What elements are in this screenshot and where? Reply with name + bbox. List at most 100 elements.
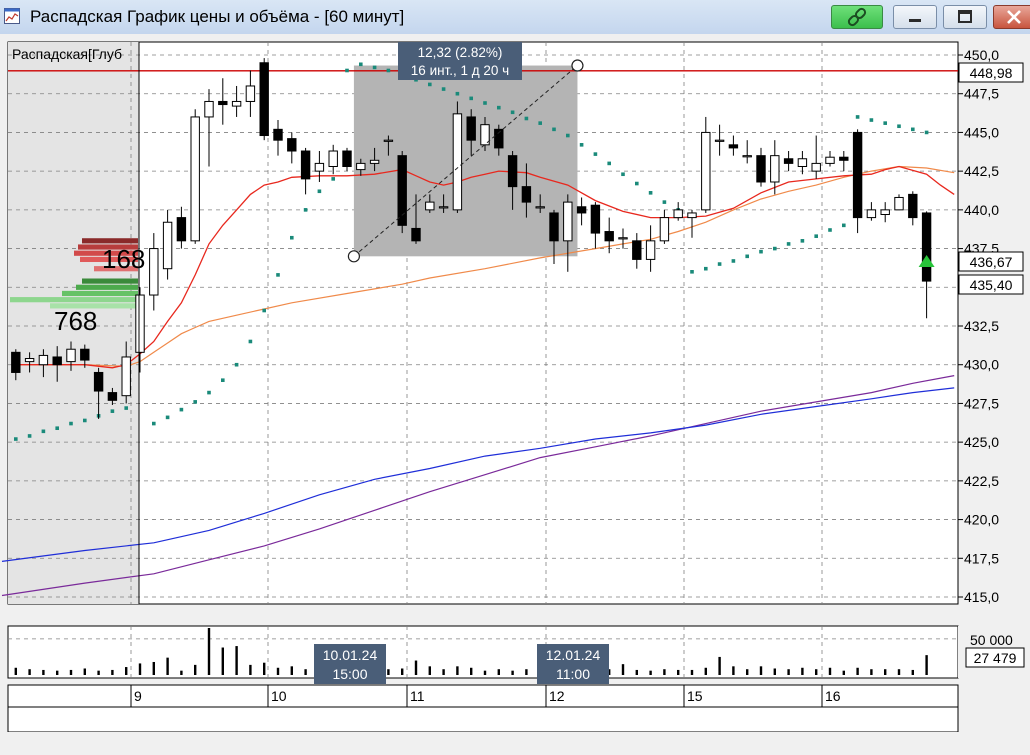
price-tick-label: 420,0 bbox=[964, 512, 999, 528]
close-button[interactable] bbox=[993, 5, 1030, 29]
window-titlebar: Распадская График цены и объёма - [60 ми… bbox=[0, 0, 1030, 34]
order-book-depth bbox=[10, 238, 138, 309]
price-axis[interactable] bbox=[958, 42, 1030, 604]
sar-dot bbox=[924, 130, 929, 135]
volume-bar bbox=[414, 660, 418, 675]
candle-body bbox=[908, 193, 918, 219]
sar-dot bbox=[428, 82, 432, 87]
candle-body bbox=[590, 204, 601, 234]
price-tick-label: 450,0 bbox=[964, 47, 999, 63]
sar-dot bbox=[635, 181, 639, 186]
candle-body bbox=[300, 150, 311, 180]
candle-body bbox=[411, 227, 421, 242]
candle-body bbox=[576, 206, 587, 214]
measurement-rectangle[interactable] bbox=[353, 65, 578, 257]
volume-bar bbox=[511, 670, 514, 675]
sar-dot bbox=[331, 177, 335, 181]
candle-body bbox=[701, 131, 711, 211]
bid-total: 768 bbox=[54, 306, 97, 336]
link-button[interactable] bbox=[831, 5, 883, 29]
volume-bar bbox=[152, 661, 155, 675]
ma-fast-line bbox=[15, 165, 955, 369]
depth-bar bbox=[82, 278, 138, 284]
sar-dot bbox=[372, 65, 377, 70]
ask-total: 168 bbox=[102, 244, 145, 274]
volume-bar bbox=[401, 668, 404, 675]
sar-dot bbox=[359, 62, 363, 67]
candle-body bbox=[494, 128, 504, 149]
candle-body bbox=[176, 217, 187, 242]
sar-dot bbox=[607, 161, 611, 166]
volume-bar bbox=[732, 666, 735, 675]
candle-body bbox=[314, 162, 325, 172]
measurement-end-handle[interactable] bbox=[571, 59, 584, 72]
candle-body bbox=[80, 348, 90, 361]
sar-dot bbox=[165, 415, 170, 420]
candle-body bbox=[507, 155, 518, 188]
sar-dot bbox=[276, 273, 280, 277]
volume-bar bbox=[207, 628, 211, 675]
sar-dot bbox=[814, 234, 818, 238]
price-tick-label: 417,5 bbox=[964, 550, 999, 566]
maximize-icon bbox=[958, 10, 972, 23]
sar-dot bbox=[717, 262, 722, 266]
chart-window-icon bbox=[4, 8, 20, 24]
volume-bar bbox=[690, 669, 694, 675]
sar-dot bbox=[207, 390, 211, 395]
time-tooltip-2-date: 12.01.24 bbox=[546, 647, 601, 663]
candle-body bbox=[742, 155, 752, 158]
minimize-button[interactable] bbox=[893, 5, 937, 29]
volume-bar bbox=[125, 667, 128, 675]
sar-dot bbox=[483, 101, 487, 105]
volume-bar bbox=[263, 662, 266, 675]
sar-dot bbox=[759, 249, 763, 254]
price-volume-chart[interactable]: 450,0447,5445,0442,5440,0437,5435,0432,5… bbox=[0, 34, 1030, 750]
candle-body bbox=[204, 100, 214, 118]
time-axis[interactable] bbox=[7, 684, 959, 708]
parabolic-sar bbox=[14, 62, 929, 441]
volume-bar bbox=[608, 669, 611, 675]
sar-dot bbox=[248, 339, 253, 344]
candle-body bbox=[563, 201, 573, 242]
maximize-button[interactable] bbox=[943, 5, 987, 29]
ma-medium-line bbox=[15, 165, 955, 367]
sar-dot bbox=[69, 421, 73, 426]
time-axis-day-label: 16 bbox=[825, 688, 841, 704]
volume-pane[interactable] bbox=[7, 625, 959, 679]
sar-dot bbox=[855, 115, 860, 119]
volume-bar bbox=[42, 669, 45, 675]
volume-bar bbox=[290, 666, 293, 675]
sar-dot bbox=[303, 208, 308, 212]
time-tooltip-2 bbox=[537, 644, 609, 684]
volume-bar bbox=[773, 668, 776, 675]
volume-bar bbox=[525, 669, 528, 675]
candle-body bbox=[852, 131, 863, 219]
candle-body bbox=[770, 155, 780, 183]
time-axis-labels: 9 10 11 12 15 16 bbox=[130, 685, 841, 707]
candle-body bbox=[480, 124, 490, 146]
volume-bar bbox=[911, 669, 914, 675]
volume-bar bbox=[456, 666, 459, 675]
candle-body bbox=[287, 138, 297, 152]
sar-dot bbox=[897, 124, 901, 129]
price-axis-ticks: 450,0447,5445,0442,5440,0437,5435,0432,5… bbox=[958, 47, 999, 605]
sar-dot bbox=[179, 407, 184, 412]
sar-dot bbox=[911, 127, 915, 132]
sar-dot bbox=[14, 437, 18, 441]
depth-bar bbox=[10, 297, 138, 303]
measurement-start-handle[interactable] bbox=[347, 250, 360, 263]
sar-dot bbox=[290, 235, 294, 240]
depth-bar bbox=[78, 244, 138, 250]
price-tick-label: 430,0 bbox=[964, 357, 999, 373]
candle-body bbox=[273, 128, 283, 141]
candle-body bbox=[521, 186, 532, 203]
volume-current-tag bbox=[965, 647, 1025, 668]
candle-body bbox=[618, 237, 628, 240]
volume-bar bbox=[138, 663, 142, 675]
price-tick-label: 427,5 bbox=[964, 395, 999, 411]
volume-bar bbox=[787, 669, 790, 675]
sar-dot bbox=[124, 406, 128, 410]
candle-body bbox=[259, 62, 269, 137]
volume-bar bbox=[759, 666, 763, 675]
candle-body bbox=[632, 240, 642, 260]
